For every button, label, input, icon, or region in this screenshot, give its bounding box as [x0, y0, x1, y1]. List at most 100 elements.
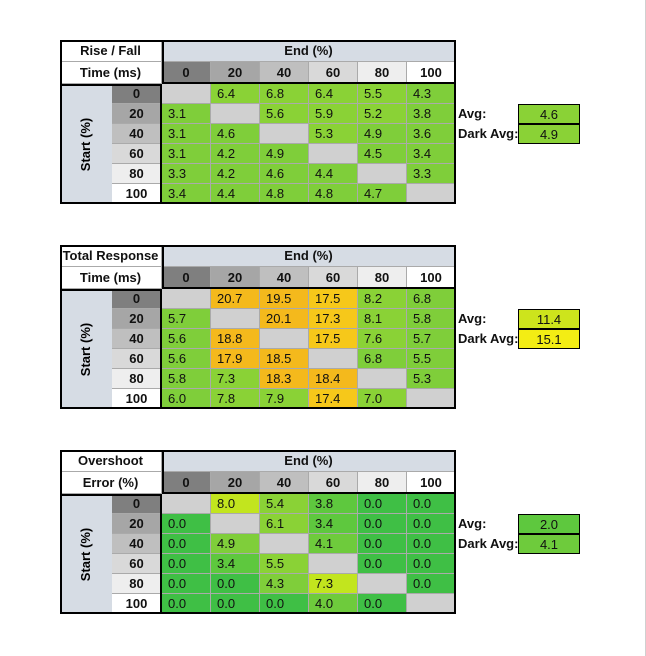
data-cell: 17.5	[309, 329, 358, 349]
data-cell: 0.0	[407, 494, 456, 514]
data-cell: 3.4	[407, 144, 456, 164]
data-cell: 4.6	[211, 124, 260, 144]
row-header: 0	[112, 494, 162, 514]
table-title-line: Total Response	[60, 245, 162, 267]
empty-cell	[407, 184, 456, 204]
start-percent-header: Start (%)	[60, 84, 112, 204]
row-header: 0	[112, 84, 162, 104]
data-cell: 0.0	[162, 574, 211, 594]
data-cell: 17.5	[309, 289, 358, 309]
row-header: 60	[112, 144, 162, 164]
empty-cell	[260, 124, 309, 144]
data-cell: 5.2	[358, 104, 407, 124]
data-cell: 8.0	[211, 494, 260, 514]
data-cell: 18.4	[309, 369, 358, 389]
data-cell: 5.3	[407, 369, 456, 389]
data-cell: 4.6	[260, 164, 309, 184]
column-header: 80	[358, 472, 407, 494]
row-header: 60	[112, 554, 162, 574]
data-cell: 7.9	[260, 389, 309, 409]
row-header: 100	[112, 184, 162, 204]
data-cell: 18.3	[260, 369, 309, 389]
data-cell: 3.6	[407, 124, 456, 144]
empty-cell	[211, 514, 260, 534]
empty-cell	[309, 144, 358, 164]
table-title-line: Error (%)	[60, 472, 162, 494]
end-percent-header: End (%)	[162, 245, 456, 267]
table-title-line: Time (ms)	[60, 62, 162, 84]
data-cell: 4.9	[260, 144, 309, 164]
data-cell: 0.0	[407, 534, 456, 554]
empty-cell	[260, 534, 309, 554]
data-cell: 17.3	[309, 309, 358, 329]
data-cell: 8.1	[358, 309, 407, 329]
data-cell: 0.0	[162, 594, 211, 614]
empty-cell	[309, 554, 358, 574]
data-cell: 6.8	[407, 289, 456, 309]
empty-cell	[162, 494, 211, 514]
data-cell: 6.4	[211, 84, 260, 104]
data-cell: 5.5	[358, 84, 407, 104]
row-header: 80	[112, 574, 162, 594]
data-cell: 0.0	[358, 494, 407, 514]
column-header: 40	[260, 62, 309, 84]
data-cell: 0.0	[358, 594, 407, 614]
data-cell: 3.1	[162, 124, 211, 144]
data-cell: 0.0	[358, 514, 407, 534]
row-header: 100	[112, 594, 162, 614]
empty-cell	[260, 329, 309, 349]
data-cell: 19.5	[260, 289, 309, 309]
row-header: 40	[112, 534, 162, 554]
data-cell: 0.0	[358, 534, 407, 554]
data-cell: 5.8	[407, 309, 456, 329]
data-cell: 7.6	[358, 329, 407, 349]
dark-avg-value: 15.1	[518, 329, 580, 349]
data-cell: 7.0	[358, 389, 407, 409]
data-cell: 5.7	[407, 329, 456, 349]
data-cell: 0.0	[162, 554, 211, 574]
data-cell: 0.0	[211, 594, 260, 614]
table-title-line: Time (ms)	[60, 267, 162, 289]
row-header: 20	[112, 309, 162, 329]
column-header: 60	[309, 267, 358, 289]
data-cell: 4.9	[358, 124, 407, 144]
empty-cell	[358, 369, 407, 389]
data-cell: 4.9	[211, 534, 260, 554]
data-cell: 5.8	[162, 369, 211, 389]
data-cell: 3.3	[407, 164, 456, 184]
column-header: 20	[211, 62, 260, 84]
data-cell: 4.2	[211, 144, 260, 164]
empty-cell	[358, 574, 407, 594]
dark-avg-value: 4.1	[518, 534, 580, 554]
data-cell: 3.8	[407, 104, 456, 124]
data-cell: 3.4	[162, 184, 211, 204]
data-cell: 4.0	[309, 594, 358, 614]
data-cell: 6.8	[358, 349, 407, 369]
data-cell: 20.7	[211, 289, 260, 309]
column-header: 100	[407, 62, 456, 84]
data-cell: 4.5	[358, 144, 407, 164]
data-cell: 0.0	[260, 594, 309, 614]
dark-avg-label: Dark Avg:	[458, 331, 519, 346]
table-title-line: Overshoot	[60, 450, 162, 472]
data-cell: 5.4	[260, 494, 309, 514]
data-cell: 5.5	[260, 554, 309, 574]
column-header: 60	[309, 62, 358, 84]
data-cell: 17.4	[309, 389, 358, 409]
empty-cell	[162, 289, 211, 309]
end-percent-header: End (%)	[162, 40, 456, 62]
avg-value: 11.4	[518, 309, 580, 329]
data-cell: 5.9	[309, 104, 358, 124]
data-cell: 3.1	[162, 104, 211, 124]
empty-cell	[407, 594, 456, 614]
data-cell: 7.3	[211, 369, 260, 389]
column-header: 20	[211, 267, 260, 289]
data-cell: 4.4	[211, 184, 260, 204]
avg-label: Avg:	[458, 106, 487, 121]
row-header: 60	[112, 349, 162, 369]
data-cell: 4.4	[309, 164, 358, 184]
empty-cell	[211, 104, 260, 124]
avg-value: 4.6	[518, 104, 580, 124]
column-header: 40	[260, 472, 309, 494]
column-header: 60	[309, 472, 358, 494]
